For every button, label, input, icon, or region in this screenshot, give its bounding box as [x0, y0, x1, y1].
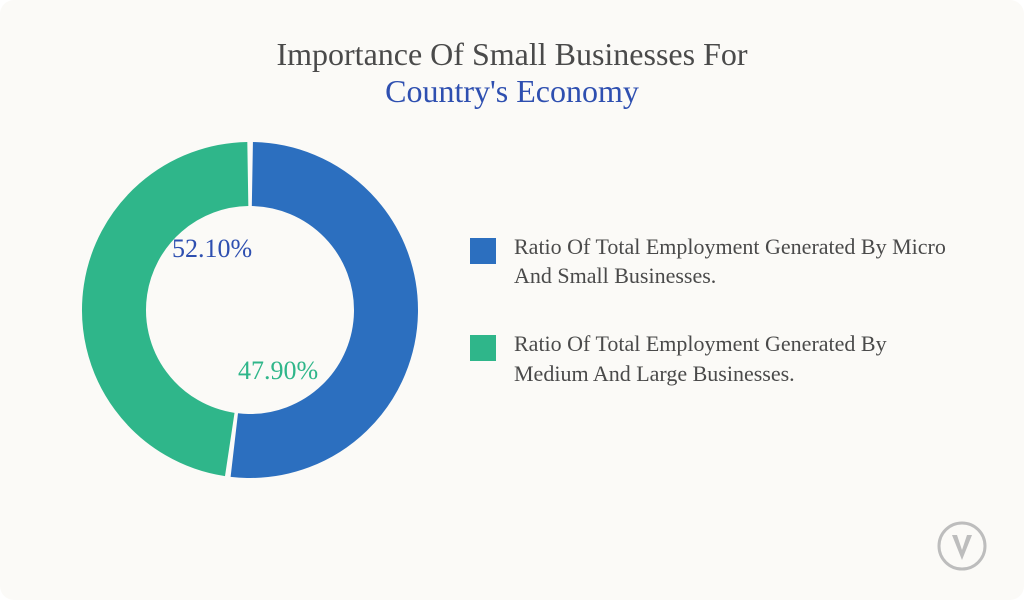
title-line-1: Importance Of Small Businesses For [50, 36, 974, 73]
brand-logo-icon [936, 520, 988, 572]
content-row: 52.10% 47.90% Ratio Of Total Employment … [50, 140, 974, 480]
legend-swatch-1 [470, 335, 496, 361]
title-block: Importance Of Small Businesses For Count… [50, 36, 974, 110]
logo-mark [952, 535, 972, 560]
legend-item-1: Ratio Of Total Employment Generated By M… [470, 329, 954, 388]
legend-item-0: Ratio Of Total Employment Generated By M… [470, 232, 954, 291]
donut-chart: 52.10% 47.90% [80, 140, 420, 480]
legend-swatch-0 [470, 238, 496, 264]
legend-text-0: Ratio Of Total Employment Generated By M… [514, 232, 954, 291]
legend: Ratio Of Total Employment Generated By M… [470, 232, 974, 389]
legend-text-1: Ratio Of Total Employment Generated By M… [514, 329, 954, 388]
pct-label-1: 47.90% [238, 356, 318, 386]
donut-svg [80, 140, 420, 480]
title-line-2: Country's Economy [50, 73, 974, 110]
infographic-canvas: Importance Of Small Businesses For Count… [0, 0, 1024, 600]
pct-label-0: 52.10% [172, 234, 252, 264]
logo-ring [939, 523, 985, 569]
